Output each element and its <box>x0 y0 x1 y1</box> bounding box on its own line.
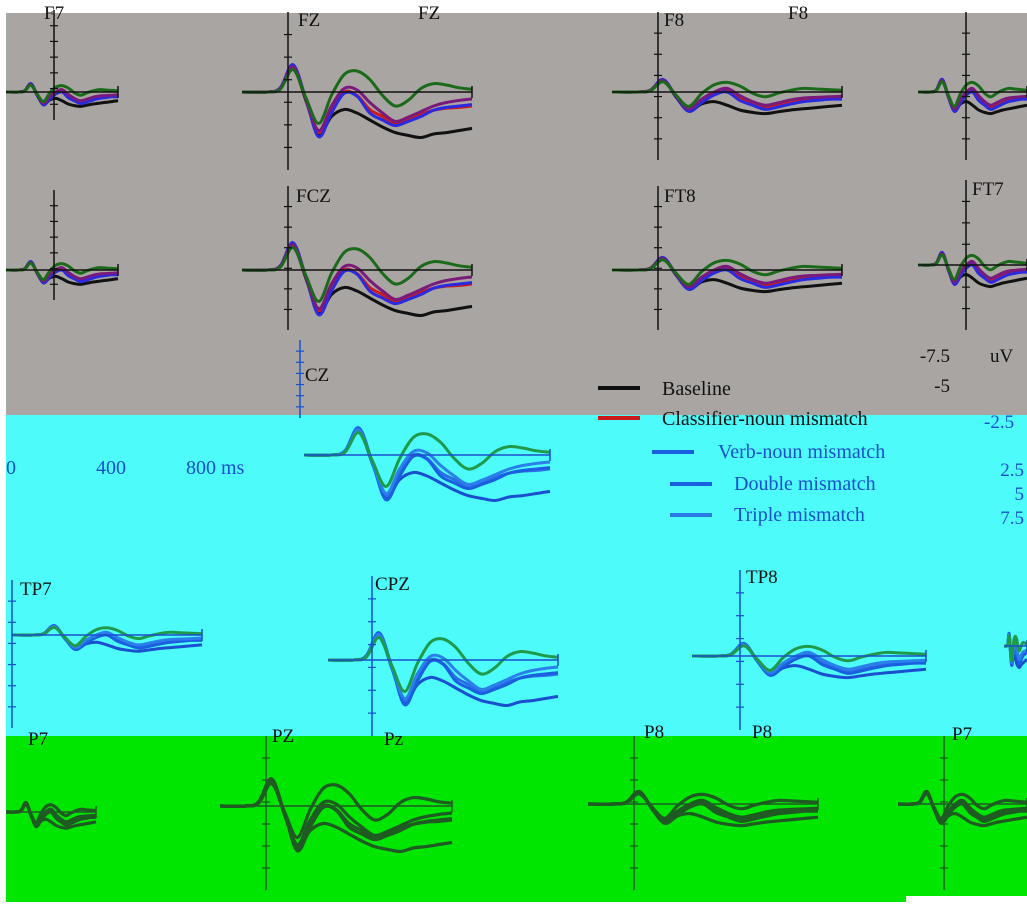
axes-ft8 <box>612 186 843 330</box>
axes-cpz <box>328 576 559 736</box>
waveform-p7-triple-mismatch <box>5 802 97 825</box>
legend-label-double: Double mismatch <box>734 473 876 495</box>
axes-cz <box>296 340 551 461</box>
waveform-f7b-triple-mismatch <box>5 261 119 282</box>
electrode-label-fcz: FCZ <box>296 186 331 207</box>
electrode-axes <box>6 10 1027 890</box>
electrode-label-cz: CZ <box>305 365 329 386</box>
cyan-band <box>6 415 1027 736</box>
axes-f7 <box>6 10 119 120</box>
x-tick-0: 0 <box>6 457 16 479</box>
green-band <box>6 736 1027 902</box>
waveform-cpz-double-mismatch <box>327 633 559 700</box>
waveform-ft7-triple-mismatch <box>917 253 1027 281</box>
y-tick-neg-2-5: -2.5 <box>984 412 1014 433</box>
waveform-pz-double-mismatch <box>219 779 453 847</box>
electrode-label-ft7: FT7 <box>972 179 1004 200</box>
axes-pz <box>220 736 453 890</box>
electrode-label-pz-b: Pz <box>384 729 403 750</box>
legend-label-classifier: Classifier-noun mismatch <box>662 408 868 430</box>
waveform-ft8-triple-mismatch <box>611 258 843 286</box>
y-tick-neg-7-5: -7.5 <box>920 346 950 367</box>
waveform-cpz-verb-noun-mismatch <box>327 631 559 707</box>
electrode-label-p7-b: P7 <box>952 724 972 745</box>
waveform-fcz-double-mismatch <box>241 243 473 310</box>
legend: Baseline Classifier-noun mismatch Verb-n… <box>598 378 885 526</box>
electrode-label-ft8: FT8 <box>664 186 696 207</box>
waveform-tp8-triple-mismatch <box>691 644 927 672</box>
waveform-fcz-verb-noun-mismatch <box>241 241 473 317</box>
legend-label-baseline: Baseline <box>662 378 731 400</box>
waveform-cz-triple-mismatch <box>303 431 551 488</box>
y-tick-2-5: 2.5 <box>1000 460 1024 481</box>
legend-label-verb: Verb-noun mismatch <box>718 441 885 463</box>
electrode-label-p8: P8 <box>644 722 664 743</box>
electrode-label-f8-b: F8 <box>788 3 808 24</box>
axes-f8b <box>918 12 1027 160</box>
waveform-tp7-triple-mismatch <box>11 625 203 648</box>
axes-fz <box>242 12 473 170</box>
waveform-p7b-triple-mismatch <box>897 792 1027 820</box>
waveform-p8-triple-mismatch <box>587 792 819 820</box>
waveform-pz-verb-noun-mismatch <box>219 777 453 853</box>
electrode-label-tp7: TP7 <box>20 579 52 600</box>
axes-p7b <box>898 736 1027 890</box>
electrode-label-fz: FZ <box>298 10 320 31</box>
axes-p8 <box>588 736 819 890</box>
electrode-label-fz-b: FZ <box>418 3 440 24</box>
waveform-fz-double-mismatch <box>241 65 473 132</box>
x-tick-400: 400 <box>96 457 126 479</box>
waveform-cz-double-mismatch <box>303 428 551 495</box>
waveform-f8-triple-mismatch <box>611 80 843 108</box>
waveform-pz-triple-mismatch <box>219 782 453 840</box>
x-tick-800: 800 ms <box>186 457 245 479</box>
y-tick-5: 5 <box>1015 484 1025 505</box>
waveform-fz-triple-mismatch <box>241 68 473 125</box>
waveform-f7-triple-mismatch <box>5 83 119 104</box>
electrode-label-f8: F8 <box>664 10 684 31</box>
waveform-cz-verb-noun-mismatch <box>303 426 551 502</box>
electrode-label-f7: F7 <box>44 3 64 24</box>
electrode-label-p8-b: P8 <box>752 722 772 743</box>
waveform-cpz-triple-mismatch <box>327 636 559 693</box>
axes-p7 <box>6 806 97 818</box>
electrode-label-p7: P7 <box>28 729 48 750</box>
waveform-fz-verb-noun-mismatch <box>241 63 473 139</box>
electrode-label-pz: PZ <box>272 726 294 747</box>
y-unit-label: uV <box>990 346 1014 367</box>
axes-tp7b <box>1004 640 1027 652</box>
y-tick-7-5: 7.5 <box>1000 508 1024 529</box>
axes-tp7 <box>8 580 203 728</box>
axes-ft7 <box>918 180 1027 330</box>
gray-band <box>6 13 1027 418</box>
electrode-label-cpz: CPZ <box>375 574 410 595</box>
electrode-label-tp8: TP8 <box>746 567 778 588</box>
legend-label-triple: Triple mismatch <box>734 504 865 526</box>
axes-tp8 <box>692 570 927 730</box>
waveform-fcz-triple-mismatch <box>241 246 473 303</box>
y-tick-neg-5: -5 <box>934 376 950 397</box>
waveform-f8b-triple-mismatch <box>917 80 1027 108</box>
axes-f8 <box>612 12 843 160</box>
axes-fcz <box>242 186 473 330</box>
axes-f7b <box>6 190 119 300</box>
waveform-tp7b-triple-mismatch <box>1003 634 1027 662</box>
